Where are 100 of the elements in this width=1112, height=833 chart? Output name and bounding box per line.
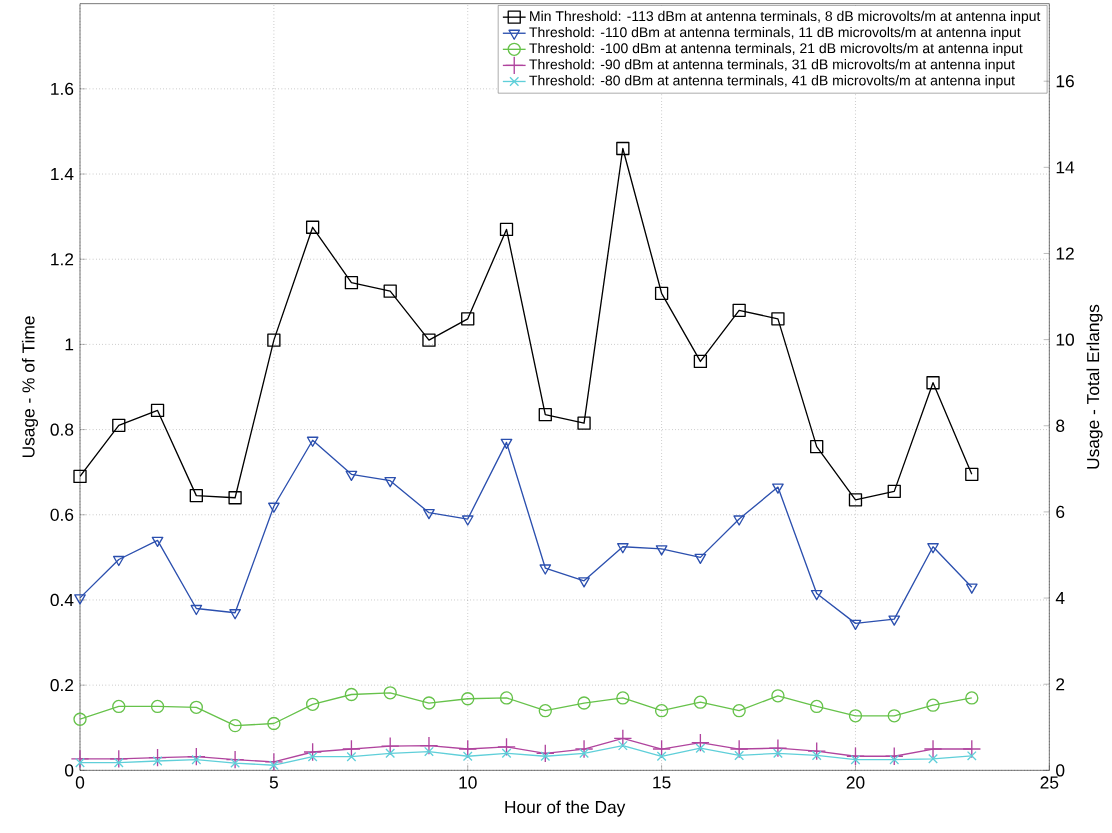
- point: [733, 515, 746, 526]
- point: [538, 408, 552, 422]
- point: [191, 754, 202, 765]
- point: [927, 543, 939, 554]
- point: [113, 757, 124, 768]
- point: [928, 753, 938, 764]
- point: [848, 709, 863, 723]
- point: [344, 687, 359, 702]
- point: [228, 718, 242, 733]
- point: [190, 604, 203, 616]
- y2-axis-title: Usage - Total Erlangs: [1086, 304, 1103, 469]
- point: [810, 699, 824, 714]
- point: [535, 743, 555, 763]
- y2-tick-label: 6: [1056, 505, 1065, 519]
- y-tick-label: 1.4: [51, 168, 74, 180]
- point: [344, 275, 359, 290]
- point: [888, 615, 901, 626]
- point: [579, 748, 589, 759]
- point: [73, 712, 87, 726]
- point: [807, 741, 827, 761]
- point: [810, 439, 824, 454]
- point: [846, 746, 865, 766]
- point: [229, 609, 241, 620]
- point: [422, 333, 436, 347]
- y-tick-label: 0: [64, 764, 74, 777]
- y-axis-title: Usage - % of Time: [21, 316, 39, 458]
- legend-label: Min Threshold: -113 dBm at antenna terminals, 8 dB microvolts/m at antenna input: [530, 10, 1041, 24]
- point: [268, 760, 279, 771]
- point: [461, 312, 475, 326]
- point: [849, 619, 862, 631]
- point: [499, 691, 514, 705]
- point: [887, 484, 901, 499]
- point: [186, 747, 206, 767]
- point: [772, 483, 784, 494]
- point: [734, 750, 745, 761]
- y-tick-label: 1.2: [51, 253, 74, 266]
- y2-tick-label: 10: [1056, 333, 1074, 346]
- point: [151, 536, 164, 547]
- point: [268, 502, 280, 513]
- point: [109, 749, 129, 769]
- point: [771, 312, 785, 326]
- point: [150, 699, 165, 714]
- point: [267, 333, 281, 347]
- point: [73, 469, 87, 484]
- point: [693, 695, 708, 709]
- point: [887, 709, 901, 723]
- point: [656, 751, 667, 762]
- point: [148, 748, 167, 767]
- point: [458, 739, 478, 759]
- point: [230, 758, 241, 769]
- point: [850, 754, 861, 765]
- point: [383, 686, 397, 700]
- y2-tick-label: 4: [1055, 592, 1065, 605]
- point: [384, 477, 397, 488]
- point: [655, 545, 668, 556]
- point: [462, 751, 473, 762]
- point: [499, 222, 514, 237]
- point: [652, 739, 671, 759]
- point: [112, 418, 126, 432]
- point: [578, 577, 590, 588]
- point: [422, 696, 436, 710]
- y2-tick-label: 2: [1056, 678, 1065, 691]
- point: [966, 750, 977, 761]
- point: [577, 696, 591, 710]
- x-tick-label: 15: [653, 776, 671, 789]
- point: [538, 704, 552, 718]
- point: [225, 750, 245, 770]
- point: [497, 737, 516, 757]
- y-tick-label: 0.6: [50, 508, 74, 521]
- point: [342, 739, 361, 759]
- point: [732, 704, 746, 718]
- point: [694, 553, 707, 565]
- x-tick-label: 10: [459, 776, 477, 789]
- point: [768, 738, 788, 758]
- point: [693, 354, 708, 369]
- point: [773, 748, 783, 759]
- legend-label: Threshold: -100 dBm at antenna terminals, 21 dB microvolts/m at antenna input: [529, 42, 1023, 56]
- point: [419, 736, 439, 755]
- point: [424, 746, 434, 757]
- point: [501, 748, 512, 759]
- y2-tick-label: 8: [1056, 419, 1065, 432]
- point: [574, 739, 594, 759]
- point: [264, 752, 284, 772]
- point: [189, 488, 203, 503]
- point: [461, 692, 475, 706]
- y2-tick-label: 12: [1056, 247, 1074, 260]
- x-tick-label: 20: [846, 776, 865, 789]
- point: [383, 284, 397, 298]
- point: [500, 438, 513, 450]
- y-tick-label: 0.8: [50, 423, 74, 436]
- legend-label: Threshold: -90 dBm at antenna terminals, 31 dB microvolts/m at antenna input: [529, 59, 1015, 73]
- y2-tick-label: 0: [1056, 764, 1065, 777]
- point: [926, 698, 940, 712]
- point: [385, 748, 396, 759]
- point: [267, 716, 281, 731]
- point: [540, 751, 551, 762]
- point: [848, 493, 863, 507]
- point: [112, 699, 126, 714]
- point: [75, 757, 85, 768]
- point: [228, 491, 242, 505]
